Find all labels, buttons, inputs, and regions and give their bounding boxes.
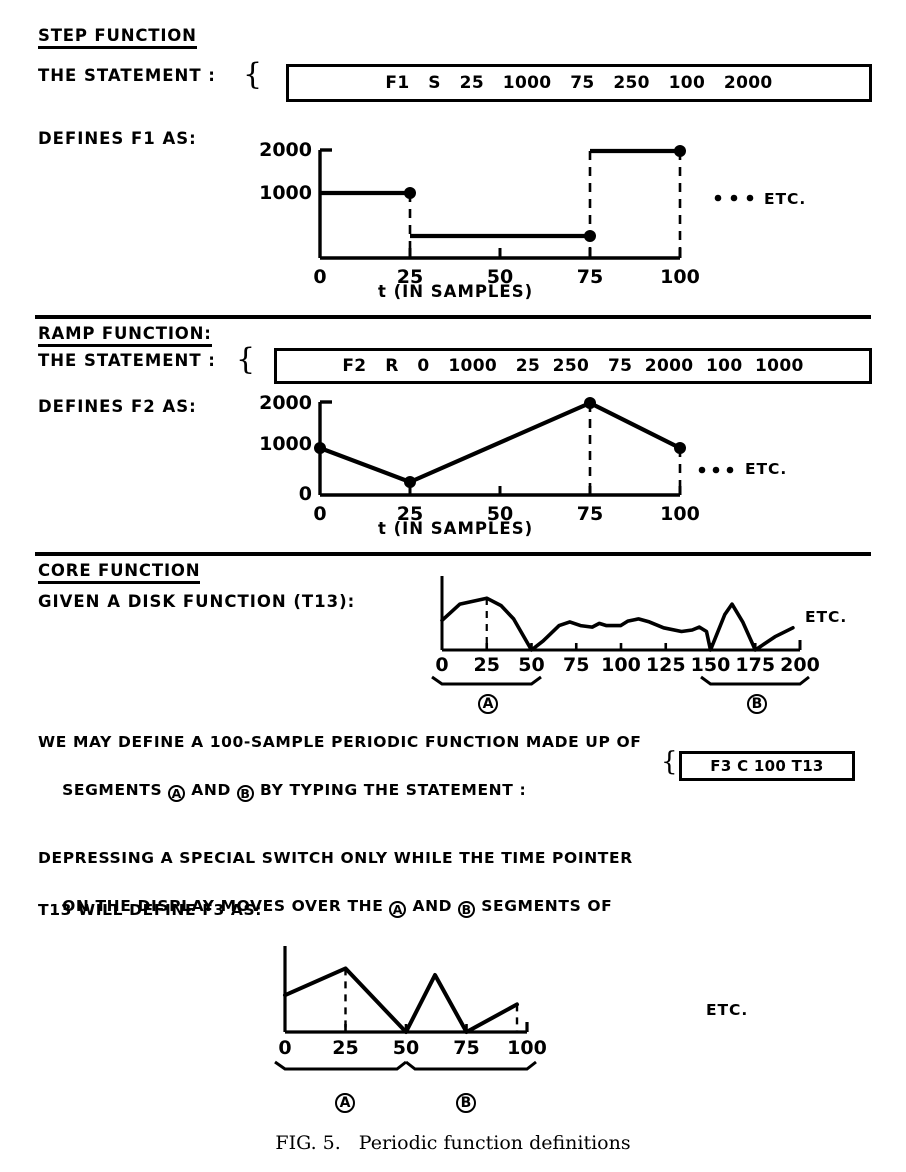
svg-text:200: 200 [780, 654, 820, 676]
ramp-function-chart: 2000 1000 0 0 25 50 75 100 [250, 390, 870, 530]
caption-prefix: FIG. 5. [275, 1132, 341, 1154]
svg-text:100: 100 [507, 1037, 547, 1059]
core-paragraph-2-line-2: ON THE DISPLAY MOVES OVER THE A AND B SE… [38, 873, 612, 940]
segment-a-circle: A [478, 694, 498, 714]
svg-text:1000: 1000 [259, 433, 312, 455]
ramp-statement-text: F2 R 0 1000 25 250 75 2000 100 1000 [342, 356, 804, 376]
core-etc-label: ETC. [805, 608, 848, 626]
svg-text:75: 75 [563, 654, 589, 676]
svg-text:175: 175 [735, 654, 775, 676]
core-paragraph-2-line-1: DEPRESSING A SPECIAL SWITCH ONLY WHILE T… [38, 849, 633, 867]
figure-caption: FIG. 5. Periodic function definitions [0, 1132, 906, 1154]
svg-text:1000: 1000 [259, 182, 312, 204]
p2-segment-b-circle: B [458, 901, 476, 918]
p1-seg-text-b: AND [185, 781, 237, 799]
core-heading-text: CORE FUNCTION [38, 561, 201, 584]
divider-rule-1 [35, 315, 871, 319]
f3-result-chart: 0 25 50 75 100 [255, 940, 675, 1090]
p2-segment-a-circle: A [389, 901, 407, 918]
f3-etc-label: ETC. [706, 1001, 749, 1019]
core-paragraph-2-line-3: T13 WILL DEFINE F3 AS: [38, 901, 263, 919]
section-heading-ramp: RAMP FUNCTION: [38, 324, 212, 347]
ramp-etc-label: ETC. [745, 460, 788, 478]
ramp-heading-text: RAMP FUNCTION: [38, 324, 212, 347]
svg-text:0: 0 [435, 654, 448, 676]
step-heading-text: STEP FUNCTION [38, 26, 197, 49]
caption-text: Periodic function definitions [358, 1132, 631, 1154]
ramp-statement-brace: { [236, 342, 256, 377]
f3-segment-a-marker: A [335, 1091, 355, 1113]
step-statement-brace: { [243, 57, 263, 92]
svg-text:50: 50 [487, 266, 513, 288]
f3-segment-a-circle: A [335, 1093, 355, 1113]
section-heading-core: CORE FUNCTION [38, 561, 201, 584]
disk-function-t13-chart: 0 25 50 75 100 125 150 175 200 [400, 572, 870, 702]
svg-text:75: 75 [577, 503, 603, 525]
step-xaxis-label: t (IN SAMPLES) [378, 282, 534, 301]
p2-seg-text-b: AND [406, 897, 459, 915]
ramp-statement-label: THE STATEMENT : [38, 351, 216, 370]
svg-text:100: 100 [660, 503, 700, 525]
ramp-statement-box[interactable]: F2 R 0 1000 25 250 75 2000 100 1000 [274, 348, 872, 384]
step-defines-label: DEFINES F1 AS: [38, 129, 197, 148]
svg-text:50: 50 [518, 654, 544, 676]
core-paragraph-1-line-2: SEGMENTS A AND B BY TYPING THE STATEMENT… [38, 757, 526, 824]
svg-text:0: 0 [313, 266, 326, 288]
t13-segment-a-marker: A [478, 692, 498, 714]
p2-seg-text-a: ON THE DISPLAY MOVES OVER THE [62, 897, 390, 915]
p1-segment-b-circle: B [236, 785, 254, 802]
step-etc-label: ETC. [764, 190, 807, 208]
step-function-chart: 2000 1000 0 25 50 75 100 [250, 138, 870, 298]
p1-seg-text-a: SEGMENTS [62, 781, 169, 799]
svg-text:75: 75 [453, 1037, 479, 1059]
svg-text:0: 0 [299, 483, 312, 505]
svg-text:50: 50 [393, 1037, 419, 1059]
p1-seg-text-c: BY TYPING THE STATEMENT : [253, 781, 527, 799]
svg-text:25: 25 [397, 266, 423, 288]
svg-text:2000: 2000 [259, 139, 312, 161]
svg-text:100: 100 [601, 654, 641, 676]
svg-text:75: 75 [577, 266, 603, 288]
ramp-xaxis-label: t (IN SAMPLES) [378, 519, 534, 538]
f3-segment-b-marker: B [456, 1091, 476, 1113]
core-given-label: GIVEN A DISK FUNCTION (T13): [38, 592, 356, 611]
f3-segment-b-circle: B [456, 1093, 476, 1113]
p1-segment-a-circle: A [168, 785, 186, 802]
step-statement-label: THE STATEMENT : [38, 66, 216, 85]
p2-seg-text-c: SEGMENTS OF [475, 897, 613, 915]
svg-text:125: 125 [646, 654, 686, 676]
svg-text:2000: 2000 [259, 392, 312, 414]
t13-segment-b-marker: B [747, 692, 767, 714]
svg-text:25: 25 [332, 1037, 358, 1059]
svg-text:50: 50 [487, 503, 513, 525]
section-heading-step: STEP FUNCTION [38, 26, 197, 49]
svg-text:100: 100 [660, 266, 700, 288]
svg-text:0: 0 [313, 503, 326, 525]
svg-text:150: 150 [691, 654, 731, 676]
segment-b-circle: B [747, 694, 767, 714]
svg-text:0: 0 [278, 1037, 291, 1059]
f3-statement-brace: { [661, 747, 678, 777]
f3-statement-text: F3 C 100 T13 [710, 757, 824, 775]
svg-text:25: 25 [474, 654, 500, 676]
ramp-defines-label: DEFINES F2 AS: [38, 397, 197, 416]
step-statement-box[interactable]: F1 S 25 1000 75 250 100 2000 [286, 64, 872, 102]
step-statement-text: F1 S 25 1000 75 250 100 2000 [385, 73, 773, 93]
svg-text:25: 25 [397, 503, 423, 525]
f3-statement-box[interactable]: F3 C 100 T13 [679, 751, 855, 781]
core-paragraph-1-line-1: WE MAY DEFINE A 100-SAMPLE PERIODIC FUNC… [38, 733, 642, 751]
divider-rule-2 [35, 552, 871, 556]
